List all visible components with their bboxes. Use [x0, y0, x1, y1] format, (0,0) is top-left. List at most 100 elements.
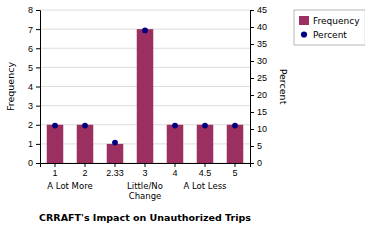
axis-line: [36, 11, 41, 164]
tick-label: 20: [257, 90, 267, 100]
bar: [107, 144, 124, 163]
tick: 1: [52, 163, 57, 178]
tick-mark: [250, 10, 254, 11]
point: [82, 123, 88, 129]
tick-label: 25: [257, 73, 267, 83]
legend-label: Percent: [313, 30, 347, 40]
group-label: A Lot Less: [183, 181, 227, 191]
tick-mark: [250, 78, 254, 79]
tick-mark: [55, 163, 56, 167]
tick: 5: [28, 63, 40, 73]
bar: [47, 125, 64, 163]
tick-label: 5: [232, 168, 237, 178]
axis-line: [251, 11, 255, 164]
tick-mark: [145, 163, 146, 167]
chart: 122.33344.55012345678051015202530354045F…: [0, 0, 365, 227]
tick-label: 3: [142, 168, 147, 178]
tick: 6: [28, 44, 40, 54]
tick-mark: [36, 87, 40, 88]
tick-label: 5: [257, 141, 262, 151]
tick-mark: [36, 48, 40, 49]
tick-label: 2.33: [106, 168, 124, 178]
tick: 7: [28, 25, 40, 35]
axis-line: [41, 164, 251, 168]
tick-label: 2: [82, 168, 87, 178]
tick-label: 3: [28, 101, 33, 111]
tick-mark: [85, 163, 86, 167]
grid: [40, 10, 250, 163]
tick-label: 35: [257, 39, 267, 49]
bar: [197, 125, 214, 163]
legend-label: Frequency: [313, 16, 360, 26]
tick: 3: [28, 101, 40, 111]
tick-mark: [250, 163, 254, 164]
tick: 2.33: [106, 163, 124, 178]
tick-label: 4: [172, 168, 177, 178]
tick-label: 4: [28, 82, 33, 92]
legend-swatch: [301, 31, 307, 37]
point: [172, 123, 178, 129]
bar: [227, 125, 244, 163]
tick-label: 7: [28, 25, 33, 35]
tick-mark: [250, 146, 254, 147]
y2-axis-title: Percent: [278, 69, 289, 105]
tick: 0: [28, 158, 40, 168]
tick-mark: [36, 29, 40, 30]
tick-mark: [250, 95, 254, 96]
tick-mark: [250, 44, 254, 45]
tick: 40: [250, 22, 267, 32]
point: [52, 123, 58, 129]
tick: 30: [250, 56, 267, 66]
tick-label: 2: [28, 120, 33, 130]
tick-mark: [175, 163, 176, 167]
tick-label: 6: [28, 44, 33, 54]
tick: 2: [82, 163, 87, 178]
tick-mark: [205, 163, 206, 167]
tick: 4: [28, 82, 40, 92]
tick-label: 40: [257, 22, 267, 32]
y-axis-title: Frequency: [5, 62, 16, 111]
tick-mark: [36, 10, 40, 11]
tick-label: 0: [28, 158, 33, 168]
point: [112, 140, 118, 146]
bar: [167, 125, 184, 163]
tick-mark: [36, 125, 40, 126]
title: CRRAFT's Impact on Unauthorized Trips: [39, 212, 251, 223]
tick-mark: [250, 129, 254, 130]
tick-label: 1: [52, 168, 57, 178]
plot: 122.33344.55012345678051015202530354045F…: [5, 5, 289, 201]
legend-swatch: [299, 16, 309, 25]
marks: [47, 28, 244, 163]
tick-label: 8: [28, 5, 33, 15]
tick: 5: [250, 141, 262, 151]
tick-mark: [235, 163, 236, 167]
tick: 2: [28, 120, 40, 130]
bar: [77, 125, 94, 163]
tick-mark: [115, 163, 116, 167]
tick: 0: [250, 158, 262, 168]
tick-mark: [36, 144, 40, 145]
tick-mark: [36, 67, 40, 68]
tick-mark: [36, 163, 40, 164]
tick: 3: [142, 163, 147, 178]
group-label: A Lot More: [47, 181, 92, 191]
tick-label: 30: [257, 56, 267, 66]
legend: Frequency Percent: [294, 10, 365, 45]
tick-mark: [250, 61, 254, 62]
tick: 35: [250, 39, 267, 49]
tick: 10: [250, 124, 267, 134]
tick-label: 10: [257, 124, 267, 134]
tick: 45: [250, 5, 267, 15]
point: [202, 123, 208, 129]
tick: 4: [172, 163, 177, 178]
tick-label: 4.5: [199, 168, 212, 178]
tick: 8: [28, 5, 40, 15]
tick-label: 5: [28, 63, 33, 73]
y2-axis: 0 5 10 15 20 25 30 35 40 45: [250, 5, 267, 168]
tick-label: 0: [257, 158, 262, 168]
tick: 5: [232, 163, 237, 178]
tick-label: 15: [257, 107, 267, 117]
tick-mark: [250, 112, 254, 113]
tick: 25: [250, 73, 267, 83]
tick-mark: [36, 106, 40, 107]
